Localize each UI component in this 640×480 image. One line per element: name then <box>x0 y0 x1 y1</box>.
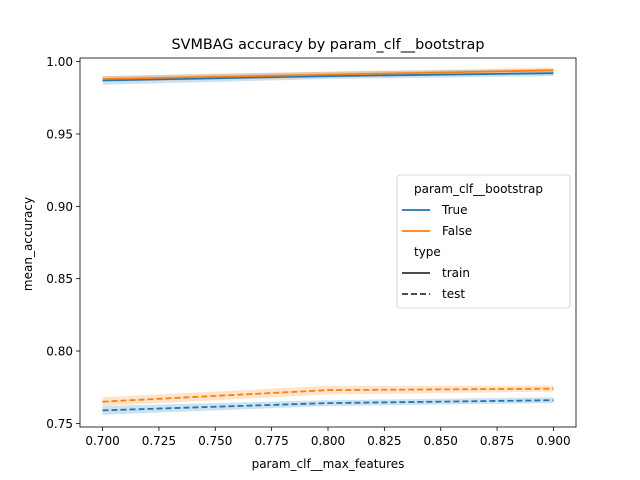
y-tick-label: 0.95 <box>46 127 73 141</box>
legend-box <box>396 174 571 309</box>
y-tick-label: 1.00 <box>46 55 73 69</box>
x-tick-label: 0.825 <box>367 434 401 448</box>
y-axis: 0.75 0.80 0.85 0.90 0.95 1.00 <box>46 55 80 431</box>
x-tick-label: 0.800 <box>311 434 345 448</box>
y-tick-label: 0.80 <box>46 345 73 359</box>
y-tick-label: 0.85 <box>46 272 73 286</box>
series-line-true-test <box>102 399 554 412</box>
confidence-band-false-test <box>102 385 554 406</box>
legend-label-true: True <box>441 203 468 217</box>
chart-title: SVMBAG accuracy by param_clf__bootstrap <box>172 37 485 53</box>
x-tick-label: 0.850 <box>424 434 458 448</box>
series-line-true-train <box>102 72 554 82</box>
series-line-false-train <box>102 69 554 80</box>
x-tick-label: 0.750 <box>198 434 232 448</box>
legend-label-false: False <box>442 224 472 238</box>
x-tick-label: 0.775 <box>254 434 288 448</box>
y-tick-label: 0.90 <box>46 200 73 214</box>
x-tick-label: 0.725 <box>142 434 176 448</box>
legend-label-train: train <box>442 266 470 280</box>
y-axis-label: mean_accuracy <box>21 197 35 291</box>
y-tick-label: 0.75 <box>46 417 73 431</box>
x-axis: 0.700 0.725 0.750 0.775 0.800 0.825 0.850 0.875… <box>85 427 571 448</box>
x-tick-label: 0.875 <box>480 434 514 448</box>
plot-area <box>102 67 554 415</box>
x-tick-label: 0.900 <box>536 434 570 448</box>
x-axis-label: param_clf__max_features <box>252 457 405 471</box>
legend-hue-title: param_clf__bootstrap <box>414 182 543 196</box>
legend-label-test: test <box>442 287 465 301</box>
legend-style-title: type <box>414 245 441 259</box>
series-line-false-test <box>102 387 554 403</box>
x-tick-label: 0.700 <box>85 434 119 448</box>
